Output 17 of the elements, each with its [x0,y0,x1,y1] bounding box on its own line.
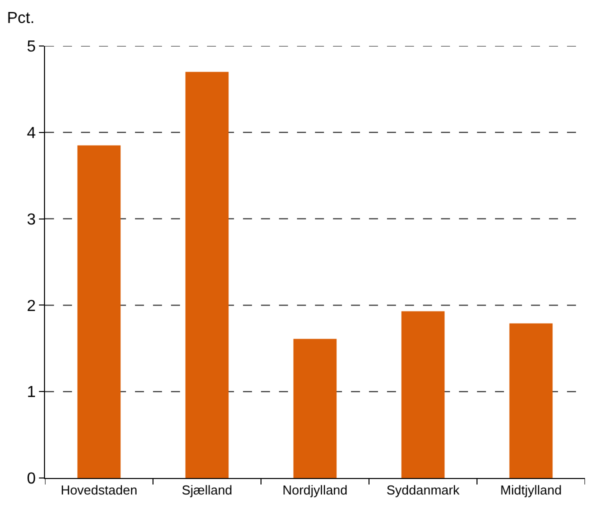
x-tick-label: Sjælland [182,482,232,498]
x-tick-label: Midtjylland [500,482,562,498]
bar [293,338,337,478]
bar [401,311,445,478]
bar [509,323,553,478]
y-tick-label: 3 [26,211,36,228]
y-tick-label: 2 [26,298,36,315]
x-tick-label: Nordjylland [282,482,348,498]
x-tick-label: Hovedstaden [60,482,138,498]
y-tick-label: 5 [26,38,36,56]
x-tick-label: Syddanmark [386,482,460,498]
y-tick-label: 1 [26,384,36,402]
y-tick-label: 0 [26,470,36,488]
bar [77,145,121,478]
y-tick-label: 4 [26,125,36,142]
y-axis-title: Pct. [7,10,35,27]
bar [185,72,229,478]
